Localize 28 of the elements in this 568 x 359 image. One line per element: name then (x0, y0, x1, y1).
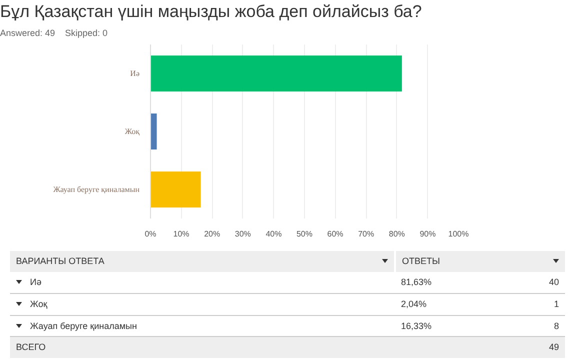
table-total-background: ВСЕГО (10, 336, 495, 358)
chart-title: Бұл Қазақстан үшін маңызды жоба деп ойлайсыз ба? (0, 1, 422, 23)
x-tick-label: 90% (420, 230, 436, 238)
x-tick-label: 80% (388, 230, 405, 238)
text: 40 (548, 276, 560, 289)
x-tick-label: 60% (327, 230, 344, 238)
text: 1 (552, 298, 560, 311)
table-header-background: ВАРИАНТЫ ОТВЕТА (10, 251, 395, 272)
x-tick-label: 10% (173, 230, 190, 238)
text: 8 (552, 320, 560, 333)
text: Answered: 49 Skipped: 0 (0, 27, 108, 40)
x-tick-label: 100% (448, 230, 469, 238)
y-tick-label: Жоқ (124, 127, 140, 136)
table-header-background: ОТВЕТЫ (395, 251, 565, 272)
text: 16,33% (400, 320, 433, 333)
category-label: Иә (30, 276, 42, 287)
category-label: Жоқ (30, 298, 48, 309)
text: 2,04% (400, 298, 428, 311)
x-tick-label: 70% (358, 230, 374, 238)
text: 81,63% (400, 276, 433, 289)
x-tick-label: 30% (234, 230, 251, 238)
x-tick-label: 40% (266, 230, 282, 238)
x-tick-label: 50% (296, 230, 313, 238)
y-tick-label: Иә (130, 69, 140, 78)
x-tick-label: 20% (204, 230, 220, 238)
y-tick-label: Жауап беруге қиналамын (53, 185, 140, 194)
x-tick-label: 0% (144, 230, 156, 238)
table-total-background: 49 (495, 336, 565, 358)
